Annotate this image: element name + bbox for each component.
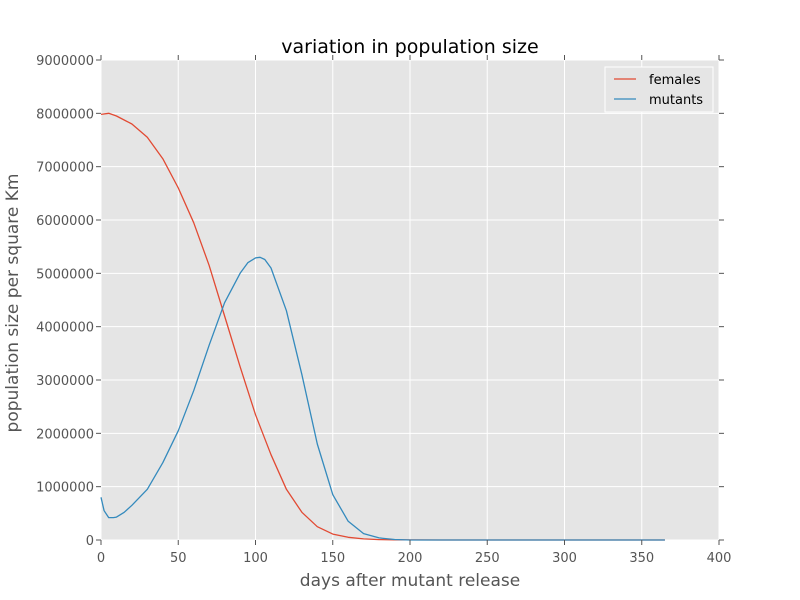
series-line-mutants <box>100 256 665 541</box>
x-tick-label: 50 <box>170 551 187 566</box>
legend: females mutants <box>604 66 714 113</box>
y-axis-title: population size per square Km <box>3 174 23 433</box>
y-tick-label: 5000000 <box>36 267 94 282</box>
x-tick-label: 350 <box>629 551 654 566</box>
chart-title: variation in population size <box>281 36 538 58</box>
y-tick-label: 6000000 <box>36 214 94 229</box>
x-tick-label: 400 <box>707 551 732 566</box>
series-layer <box>100 112 665 541</box>
legend-box <box>604 66 714 113</box>
x-tick-label: 200 <box>398 551 423 566</box>
legend-label-mutants: mutants <box>649 93 703 108</box>
x-tick-label: 100 <box>243 551 268 566</box>
x-tick-label: 0 <box>97 551 105 566</box>
y-tick-label: 4000000 <box>36 321 94 336</box>
legend-label-females: females <box>649 73 701 88</box>
y-tick-label: 3000000 <box>36 374 94 389</box>
x-tick-label: 300 <box>552 551 577 566</box>
axis-ticks <box>96 55 724 545</box>
y-tick-label: 2000000 <box>36 427 94 442</box>
x-tick-label: 150 <box>320 551 345 566</box>
y-tick-label: 8000000 <box>36 107 94 122</box>
y-tick-label: 1000000 <box>36 481 94 496</box>
x-axis-title: days after mutant release <box>300 571 520 591</box>
y-tick-label: 0 <box>86 534 94 549</box>
y-tick-label: 7000000 <box>36 161 94 176</box>
x-tick-label: 250 <box>475 551 500 566</box>
y-tick-label: 9000000 <box>36 54 94 69</box>
tick-labels: 0 50 100 150 200 250 300 350 400 0 1000000 2000000 3… <box>36 54 731 566</box>
